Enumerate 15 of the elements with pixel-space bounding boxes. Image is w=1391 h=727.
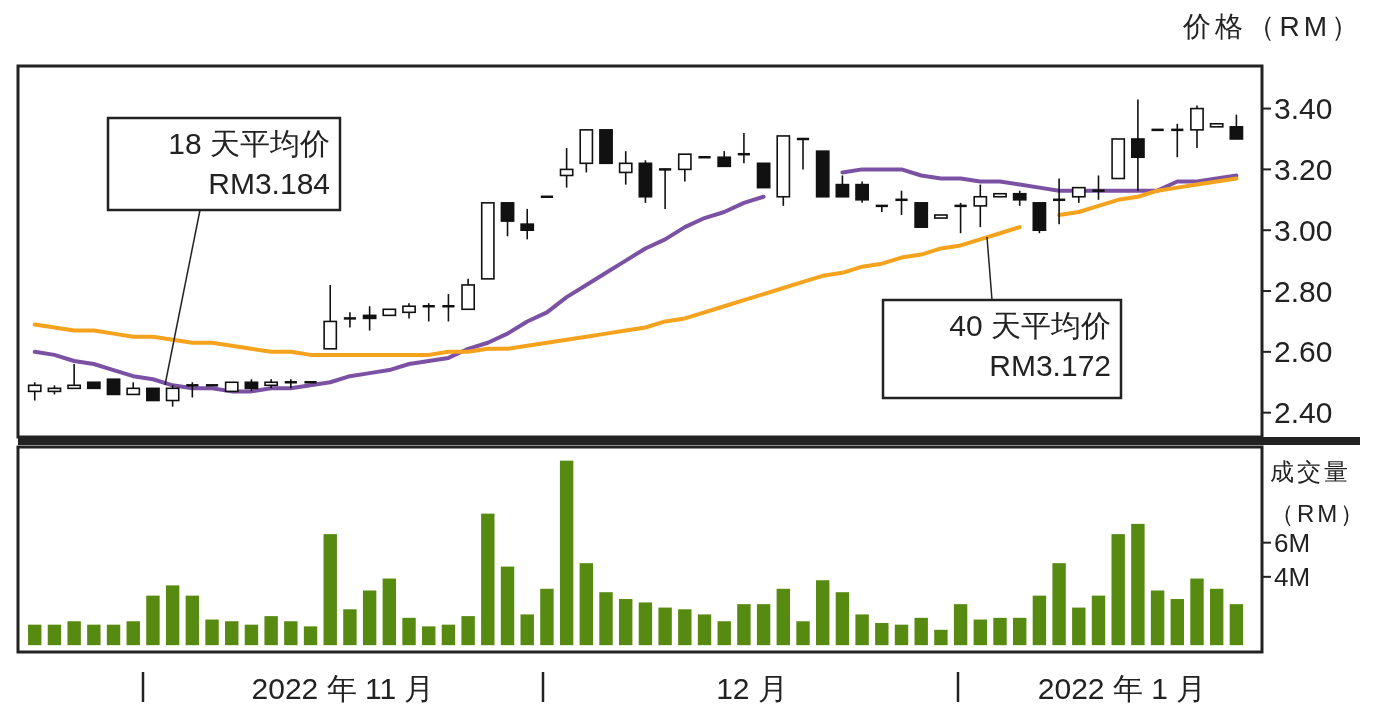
text: 2022 年 1 月 (1037, 671, 1207, 705)
annotation: 18 天平均价 RM3.184 (168, 127, 330, 200)
y-tick-label: 3.20 (1274, 152, 1333, 186)
text: 2022 年 11 月 (251, 671, 435, 705)
y-axis-title: 成交量（RM） (1270, 458, 1368, 527)
y-tick-label: 6M (1274, 527, 1311, 558)
text: 12 月 (716, 671, 788, 705)
y-tick-label: 2.60 (1274, 335, 1333, 369)
y-tick-label: 4M (1274, 561, 1311, 592)
y-tick-label: 3.40 (1274, 92, 1333, 126)
y-axis-title: 价格（RM） (1183, 10, 1363, 44)
annotation: 40 天平均价 RM3.172 (949, 309, 1111, 382)
y-tick-label: 3.00 (1274, 213, 1333, 247)
y-tick-label: 2.40 (1274, 396, 1333, 430)
y-tick-label: 2.80 (1274, 274, 1333, 308)
